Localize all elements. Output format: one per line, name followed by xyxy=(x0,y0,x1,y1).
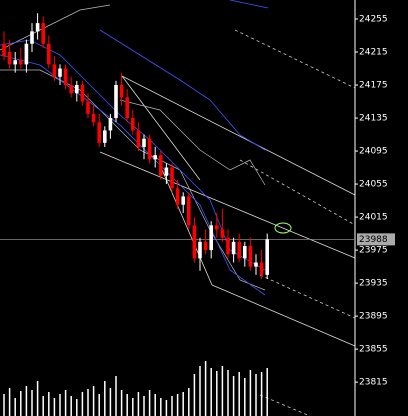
candle-body xyxy=(147,138,152,160)
y-tick-label: 23975 xyxy=(359,246,388,256)
price-label-box xyxy=(357,233,395,246)
marker-circle xyxy=(274,222,292,234)
candle-body xyxy=(91,113,96,123)
candle-body xyxy=(142,138,146,147)
price-label: 23988 xyxy=(359,235,388,245)
candle-body xyxy=(7,52,12,65)
candle-body xyxy=(103,130,107,143)
candle-body xyxy=(265,239,269,275)
candle-body xyxy=(209,225,213,251)
candle-body xyxy=(47,43,51,65)
candle-body xyxy=(131,118,135,131)
candle-body xyxy=(215,225,219,230)
candle-body xyxy=(254,262,258,267)
candle-body xyxy=(75,85,79,94)
candle-body xyxy=(24,43,29,65)
y-tick-label: 24255 xyxy=(359,14,388,24)
candle-body xyxy=(259,262,264,275)
y-tick-label: 24215 xyxy=(359,48,388,58)
candle-body xyxy=(164,167,169,176)
candle-body xyxy=(86,101,90,114)
y-tick-label: 23895 xyxy=(359,312,388,322)
candle-body xyxy=(30,31,34,44)
candle-body xyxy=(52,64,57,77)
candle-body xyxy=(187,196,191,226)
y-tick-label: 23815 xyxy=(359,378,388,388)
candle-body xyxy=(248,245,253,267)
y-tick-label: 23935 xyxy=(359,279,388,289)
candle-body xyxy=(80,85,85,102)
candle-body xyxy=(108,118,113,131)
candle-body xyxy=(192,225,197,259)
candle-body xyxy=(136,130,141,147)
candle-body xyxy=(114,85,118,119)
candle-body xyxy=(97,122,101,143)
candle-body xyxy=(226,237,230,255)
candle-body xyxy=(63,68,68,86)
bands xyxy=(0,4,266,291)
candle-body xyxy=(119,85,124,98)
y-tick-label: 24015 xyxy=(359,213,388,223)
candle-body xyxy=(181,196,185,205)
channel-lines xyxy=(99,75,356,347)
candle-body xyxy=(170,167,174,189)
y-tick-label: 24175 xyxy=(359,81,388,91)
candle-body xyxy=(159,155,163,176)
candle-body xyxy=(35,23,40,32)
candle-body xyxy=(203,241,208,251)
candle-body xyxy=(125,97,129,119)
candle-body xyxy=(58,68,62,77)
y-tick-label: 23855 xyxy=(359,345,388,355)
y-tick-label: 24095 xyxy=(359,147,388,157)
candle-body xyxy=(13,60,17,65)
candle-body xyxy=(243,245,247,259)
candle-body xyxy=(175,188,180,205)
candle-body xyxy=(19,60,23,65)
y-tick-label: 24135 xyxy=(359,114,388,124)
candle-body xyxy=(220,229,225,238)
candle-body xyxy=(153,155,157,160)
candle-body xyxy=(69,85,73,94)
dashed-lines xyxy=(234,29,356,416)
candle-body xyxy=(237,241,241,259)
candle-body xyxy=(198,241,202,259)
candle-body xyxy=(41,23,45,44)
candle-body xyxy=(231,241,236,255)
y-tick-label: 24055 xyxy=(359,180,388,190)
candle-body xyxy=(2,43,6,57)
